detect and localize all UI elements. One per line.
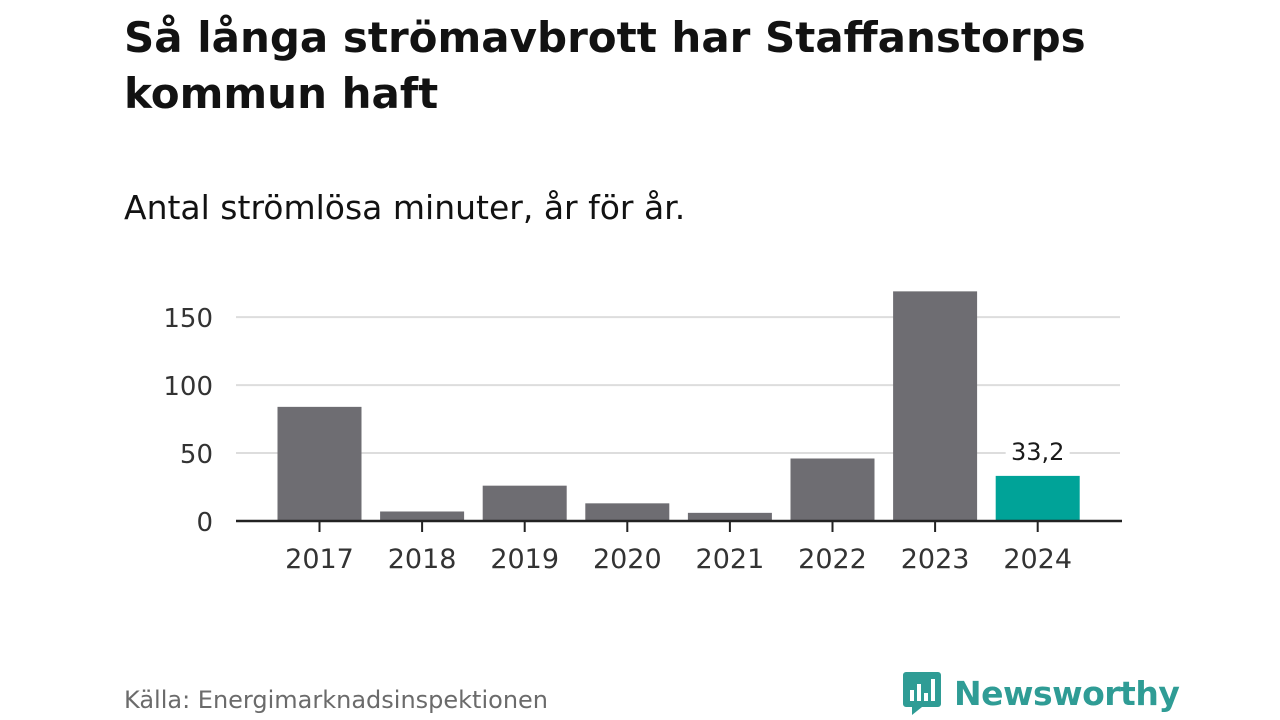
x-tick-label: 2024 (1003, 544, 1072, 575)
brand-name: Newsworthy (954, 673, 1180, 713)
bar-2022 (790, 458, 875, 521)
x-tick-label: 2017 (285, 544, 354, 575)
bar-2023 (893, 291, 978, 521)
bar-2024 (995, 475, 1080, 521)
chart-title: Så långa strömavbrott har Staffanstorps … (124, 13, 1086, 118)
bars (277, 291, 1080, 521)
source-note: Källa: Energimarknadsinspektionen (124, 686, 549, 714)
bar-2020 (585, 503, 670, 521)
bar-2017 (277, 406, 362, 521)
bar-2021 (687, 512, 772, 521)
gridlines (236, 316, 1120, 455)
bar-2018 (380, 511, 465, 521)
x-tick-label: 2020 (593, 544, 662, 575)
labels: 0 50 100 150 2017 2018 2019 2020 2021 2022 2023 202… (163, 304, 1072, 575)
x-tick-label: 2021 (696, 544, 765, 575)
chart-subtitle: Antal strömlösa minuter, år för år. (124, 188, 686, 227)
x-tick-label: 2022 (798, 544, 867, 575)
newsworthy-logo-icon (903, 672, 941, 715)
data-label-2024: 33,2 (1011, 438, 1064, 466)
y-tick-label: 150 (163, 304, 213, 334)
x-tick-label: 2019 (490, 544, 559, 575)
bar-2019 (482, 485, 567, 521)
y-tick-label: 0 (196, 508, 213, 538)
x-tick-label: 2018 (388, 544, 457, 575)
x-tick-label: 2023 (901, 544, 970, 575)
x-axis (236, 519, 1122, 532)
y-tick-label: 100 (163, 372, 213, 402)
y-tick-label: 50 (180, 440, 213, 470)
data-label-background (1005, 435, 1070, 466)
brand-logo: Newsworthy (902, 670, 1180, 716)
